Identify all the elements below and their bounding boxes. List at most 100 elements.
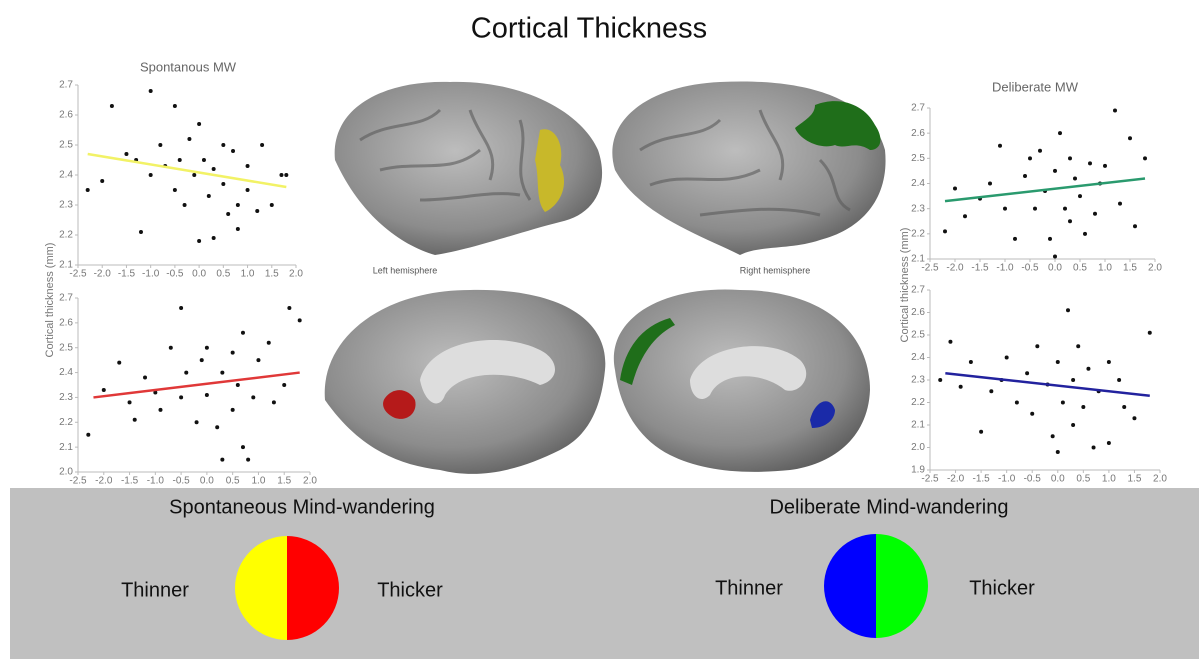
scatter-point	[220, 457, 225, 462]
x-tick-label: -2.5	[921, 263, 939, 274]
y-tick-label: 2.2	[911, 228, 925, 239]
scatter-point	[1117, 378, 1122, 382]
scatter-point	[235, 383, 240, 387]
scatter-point	[1106, 360, 1111, 364]
y-tick-label: 2.0	[911, 442, 925, 453]
scatter-point	[1093, 211, 1097, 216]
scatter-point	[138, 230, 143, 234]
scatter-point	[1086, 366, 1091, 371]
x-tick-label: -1.0	[147, 476, 165, 487]
x-tick-label: 1.0	[1098, 263, 1112, 274]
scatter-point	[1133, 224, 1137, 229]
x-tick-label: -1.5	[971, 263, 989, 274]
x-tick-label: -1.5	[121, 476, 139, 487]
y-tick-label: 2.3	[59, 200, 73, 211]
scatter-point	[1003, 206, 1007, 211]
scatter-point	[1055, 450, 1060, 454]
scatter-point	[1143, 156, 1147, 161]
scatter-point	[197, 122, 202, 126]
scatter-point	[184, 370, 189, 375]
scatter-point	[1038, 148, 1042, 153]
scatter-point	[182, 203, 187, 207]
legend-title: Spontaneous Mind-wandering	[169, 496, 435, 518]
x-tick-label: 2.0	[1153, 474, 1167, 485]
scatter-point	[240, 445, 245, 450]
brain-left-medial	[324, 289, 606, 474]
scatter-point	[279, 173, 284, 177]
scatter-point	[1071, 378, 1076, 382]
hemisphere-label: Right hemisphere	[740, 265, 811, 275]
y-tick-label: 2.7	[911, 285, 925, 296]
scatter-point	[1081, 405, 1086, 409]
scatter-point	[204, 345, 209, 350]
scatter-point	[1068, 219, 1072, 224]
fit-line	[944, 177, 1146, 203]
scatter-point	[1063, 206, 1067, 211]
fit-line	[93, 371, 300, 399]
y-axis-label: Cortical thickness (mm)	[44, 243, 56, 358]
y-tick-label: 2.6	[59, 317, 73, 328]
y-tick-label: 2.7	[59, 80, 73, 91]
scatter-point	[101, 387, 106, 392]
legend-label: Thicker	[377, 579, 443, 601]
x-tick-label: 0.5	[1076, 474, 1090, 485]
x-tick-label: 1.0	[241, 269, 255, 280]
y-tick-label: 2.2	[59, 230, 73, 241]
scatter-point	[1076, 344, 1081, 349]
chart-title: Deliberate MW	[992, 79, 1079, 94]
scatter-point	[158, 143, 163, 147]
scatter-point	[194, 420, 199, 425]
scatter-point	[1048, 236, 1052, 241]
legend-label: Thinner	[715, 577, 783, 599]
x-tick-label: 0.0	[1048, 263, 1062, 274]
scatter-point	[245, 188, 250, 192]
scatter-point	[1055, 360, 1060, 364]
scatter-point	[172, 188, 177, 192]
x-tick-label: -0.5	[166, 269, 184, 280]
scatter-point	[143, 375, 148, 380]
scatter-point	[269, 203, 274, 207]
scatter-point	[168, 345, 173, 350]
y-tick-label: 2.2	[911, 397, 925, 408]
x-tick-label: 0.0	[200, 476, 214, 487]
scatter-point	[988, 181, 992, 186]
legend-title: Deliberate Mind-wandering	[769, 496, 1008, 518]
scatter-point	[1118, 201, 1122, 206]
y-tick-label: 2.5	[911, 330, 925, 341]
scatter-point	[206, 194, 211, 198]
scatter-point	[271, 400, 276, 405]
x-tick-label: -1.0	[998, 474, 1016, 485]
scatter-point	[287, 305, 292, 310]
y-tick-label: 2.6	[911, 307, 925, 318]
scatter-point	[172, 104, 177, 108]
x-tick-label: -2.0	[94, 269, 112, 280]
scatter-point	[117, 360, 122, 365]
x-tick-label: 1.0	[251, 476, 265, 487]
x-tick-label: 1.5	[265, 269, 279, 280]
scatter-point	[221, 182, 226, 186]
scatter-point	[1060, 400, 1065, 405]
x-tick-label: -2.0	[95, 476, 113, 487]
y-tick-label: 2.3	[59, 392, 73, 403]
y-tick-label: 2.1	[911, 420, 925, 431]
scatter-point	[1058, 131, 1062, 136]
scatter-point	[192, 173, 197, 177]
scatter-point	[100, 179, 105, 183]
scatter-point	[958, 384, 963, 389]
scatter-point	[1053, 254, 1057, 259]
scatter-point	[124, 152, 129, 156]
scatter-point	[1113, 108, 1117, 113]
scatter-point	[211, 167, 216, 171]
scatter-point	[979, 429, 984, 434]
x-tick-label: 1.0	[1102, 474, 1116, 485]
scatter-point	[1066, 308, 1070, 313]
scatter-point	[1083, 231, 1087, 236]
scatter-point	[1132, 416, 1137, 421]
scatter-point	[226, 212, 231, 216]
scatter-point	[963, 214, 967, 219]
scatter-point	[179, 305, 184, 310]
scatter-point	[1091, 445, 1096, 450]
brain-right-medial	[613, 289, 870, 472]
x-tick-label: -0.5	[1024, 474, 1042, 485]
